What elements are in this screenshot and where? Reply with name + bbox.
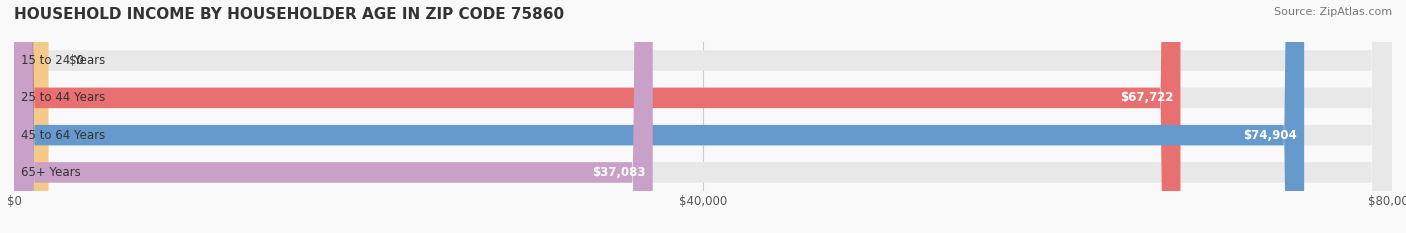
FancyBboxPatch shape [14, 0, 1392, 233]
Text: 45 to 64 Years: 45 to 64 Years [21, 129, 105, 142]
Text: HOUSEHOLD INCOME BY HOUSEHOLDER AGE IN ZIP CODE 75860: HOUSEHOLD INCOME BY HOUSEHOLDER AGE IN Z… [14, 7, 564, 22]
FancyBboxPatch shape [14, 0, 1181, 233]
FancyBboxPatch shape [14, 0, 652, 233]
FancyBboxPatch shape [14, 0, 48, 233]
Text: $0: $0 [69, 54, 84, 67]
Text: $67,722: $67,722 [1121, 91, 1174, 104]
Text: 65+ Years: 65+ Years [21, 166, 80, 179]
FancyBboxPatch shape [14, 0, 1392, 233]
Text: 25 to 44 Years: 25 to 44 Years [21, 91, 105, 104]
Text: 15 to 24 Years: 15 to 24 Years [21, 54, 105, 67]
FancyBboxPatch shape [14, 0, 1305, 233]
Text: $74,904: $74,904 [1243, 129, 1298, 142]
Text: $37,083: $37,083 [592, 166, 645, 179]
FancyBboxPatch shape [14, 0, 1392, 233]
FancyBboxPatch shape [14, 0, 1392, 233]
Text: Source: ZipAtlas.com: Source: ZipAtlas.com [1274, 7, 1392, 17]
